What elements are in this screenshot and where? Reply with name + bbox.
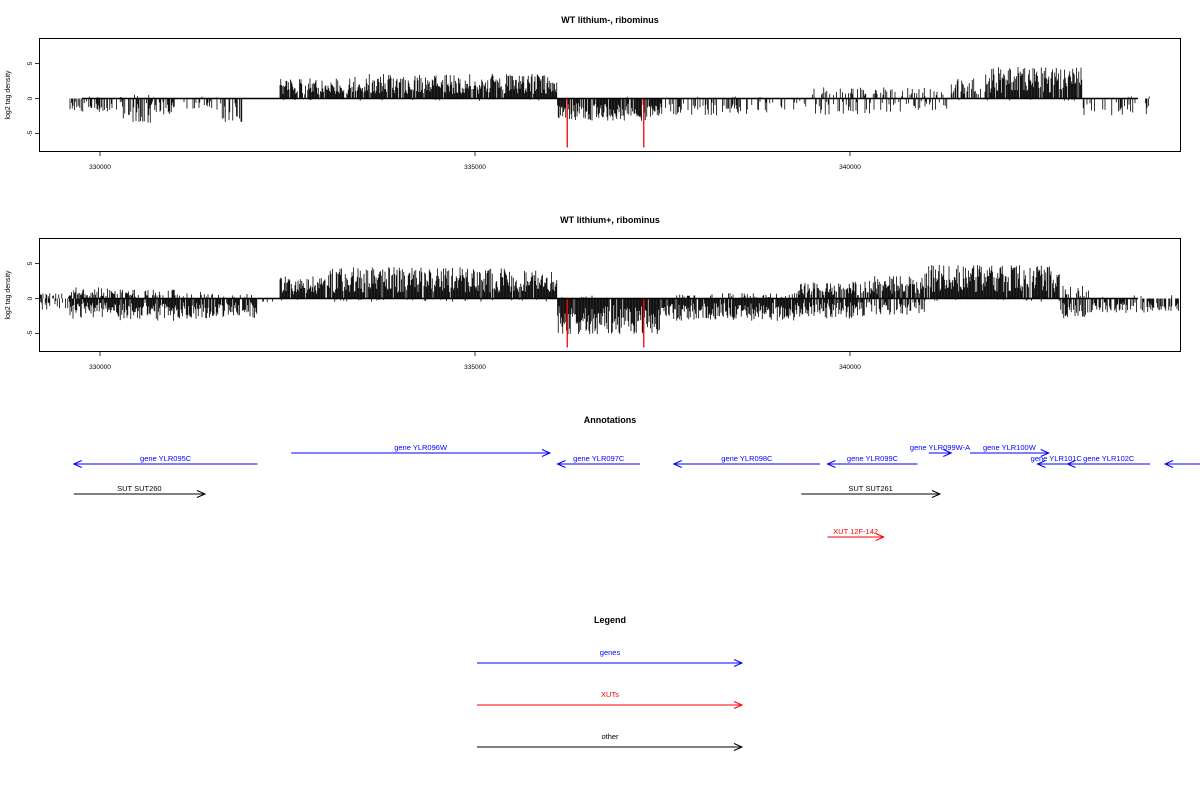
y-tick-label: -5 <box>27 330 34 336</box>
axes: -5 0 5 330000 335000 340000 <box>27 61 861 171</box>
annotation-feature: gene YLR102C <box>1066 454 1150 468</box>
feature-label: gene YLR096W <box>394 443 448 452</box>
annotation-features: gene YLR095C gene YLR096W gene YLR097C gene… <box>72 443 1200 541</box>
y-tick-label: -5 <box>27 130 34 136</box>
feature-arrow-arrowhead <box>541 449 552 457</box>
feature-label: SUT SUT261 <box>848 484 892 493</box>
feature-arrow-arrowhead <box>1066 460 1076 468</box>
feature-arrow-arrowhead <box>672 460 682 468</box>
feature-arrow-arrowhead <box>72 460 82 468</box>
annotation-feature: gene YLR099W-A <box>910 443 970 457</box>
feature-arrow-arrowhead <box>931 490 942 498</box>
legend-arrow-arrowhead <box>733 743 744 751</box>
legend: Legend genes XUTs other <box>477 615 744 751</box>
panel-title: WT lithium-, ribominus <box>561 15 659 25</box>
signal-bars <box>69 67 1150 148</box>
feature-label: gene YLR102C <box>1083 454 1135 463</box>
legend-title: Legend <box>594 615 626 625</box>
signal-panel-lithium-plus: WT lithium+, ribominus log2 tag density … <box>5 215 1181 371</box>
x-tick-label: 340000 <box>839 164 861 171</box>
annotation-feature: SUT SUT260 <box>73 484 207 498</box>
feature-arrow-arrowhead <box>556 460 566 468</box>
annotation-feature: gene YLR096W <box>291 443 552 457</box>
signal-panel-lithium-minus: WT lithium-, ribominus log2 tag density … <box>5 15 1181 171</box>
feature-label: SUT SUT260 <box>117 484 161 493</box>
feature-label: gene YLR101C <box>1031 454 1083 463</box>
plot-frame <box>39 238 1181 352</box>
plot-frame <box>39 38 1181 152</box>
legend-item: genes <box>477 648 744 667</box>
x-tick-label: 335000 <box>464 364 486 371</box>
annotation-feature: XUT 12F-142 <box>827 527 885 541</box>
feature-label: gene YLR099C <box>847 454 899 463</box>
y-axis-label: log2 tag density <box>5 70 12 120</box>
y-tick-label: 5 <box>27 61 34 65</box>
legend-label: other <box>601 732 619 741</box>
legend-arrow-arrowhead <box>733 659 744 667</box>
annotation-feature: gene YLR099C <box>826 454 918 468</box>
feature-arrow-arrowhead <box>196 490 207 498</box>
feature-arrow-arrowhead <box>943 449 953 457</box>
feature-arrow-arrowhead <box>1036 460 1046 468</box>
legend-arrow-arrowhead <box>733 701 744 709</box>
annotation-feature: gene YLR097C <box>556 454 640 468</box>
x-tick-label: 330000 <box>89 364 111 371</box>
annotation-feature: gene YLR098C <box>672 454 820 468</box>
annotation-feature: gene YLR100W <box>970 443 1050 457</box>
feature-label: gene YLR098C <box>721 454 773 463</box>
legend-label: XUTs <box>601 690 619 699</box>
annotation-feature: gene <box>1163 460 1200 468</box>
y-axis-label: log2 tag density <box>5 270 12 320</box>
x-tick-label: 340000 <box>839 364 861 371</box>
y-tick-label: 5 <box>27 261 34 265</box>
y-tick-label: 0 <box>27 296 34 300</box>
feature-label: gene YLR095C <box>140 454 192 463</box>
panel-title: WT lithium+, ribominus <box>560 215 660 225</box>
annotations-title: Annotations <box>584 415 637 425</box>
x-tick-label: 335000 <box>464 164 486 171</box>
feature-label: gene YLR097C <box>573 454 625 463</box>
feature-label: XUT 12F-142 <box>833 527 878 536</box>
legend-items: genes XUTs other <box>477 648 744 751</box>
feature-arrow-arrowhead <box>826 460 836 468</box>
annotation-feature: gene YLR095C <box>72 454 258 468</box>
feature-arrow-arrowhead <box>1163 460 1174 468</box>
feature-label: gene YLR100W <box>983 443 1037 452</box>
feature-arrow-arrowhead <box>875 533 885 541</box>
legend-item: XUTs <box>477 690 744 709</box>
legend-label: genes <box>600 648 621 657</box>
signal-bars <box>39 265 1179 348</box>
legend-item: other <box>477 732 744 751</box>
feature-label: gene YLR099W-A <box>910 443 970 452</box>
axes: -5 0 5 330000 335000 340000 <box>27 261 861 371</box>
y-tick-label: 0 <box>27 96 34 100</box>
annotation-feature: SUT SUT261 <box>801 484 942 498</box>
feature-arrow-arrowhead <box>1040 449 1050 457</box>
x-tick-label: 330000 <box>89 164 111 171</box>
